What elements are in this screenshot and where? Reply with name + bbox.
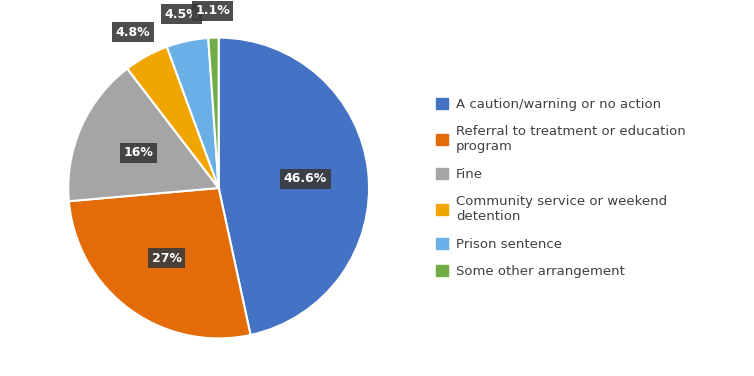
Wedge shape	[69, 68, 219, 201]
Text: 16%: 16%	[124, 146, 154, 159]
Text: 4.5%: 4.5%	[164, 8, 199, 21]
Wedge shape	[208, 38, 219, 188]
Text: 4.8%: 4.8%	[116, 26, 151, 39]
Wedge shape	[127, 47, 219, 188]
Legend: A caution/warning or no action, Referral to treatment or education
program, Fine: A caution/warning or no action, Referral…	[437, 98, 686, 278]
Wedge shape	[219, 38, 369, 335]
Text: 1.1%: 1.1%	[195, 4, 230, 17]
Text: 46.6%: 46.6%	[284, 172, 327, 185]
Wedge shape	[69, 188, 250, 338]
Text: 27%: 27%	[152, 252, 182, 265]
Wedge shape	[167, 38, 219, 188]
